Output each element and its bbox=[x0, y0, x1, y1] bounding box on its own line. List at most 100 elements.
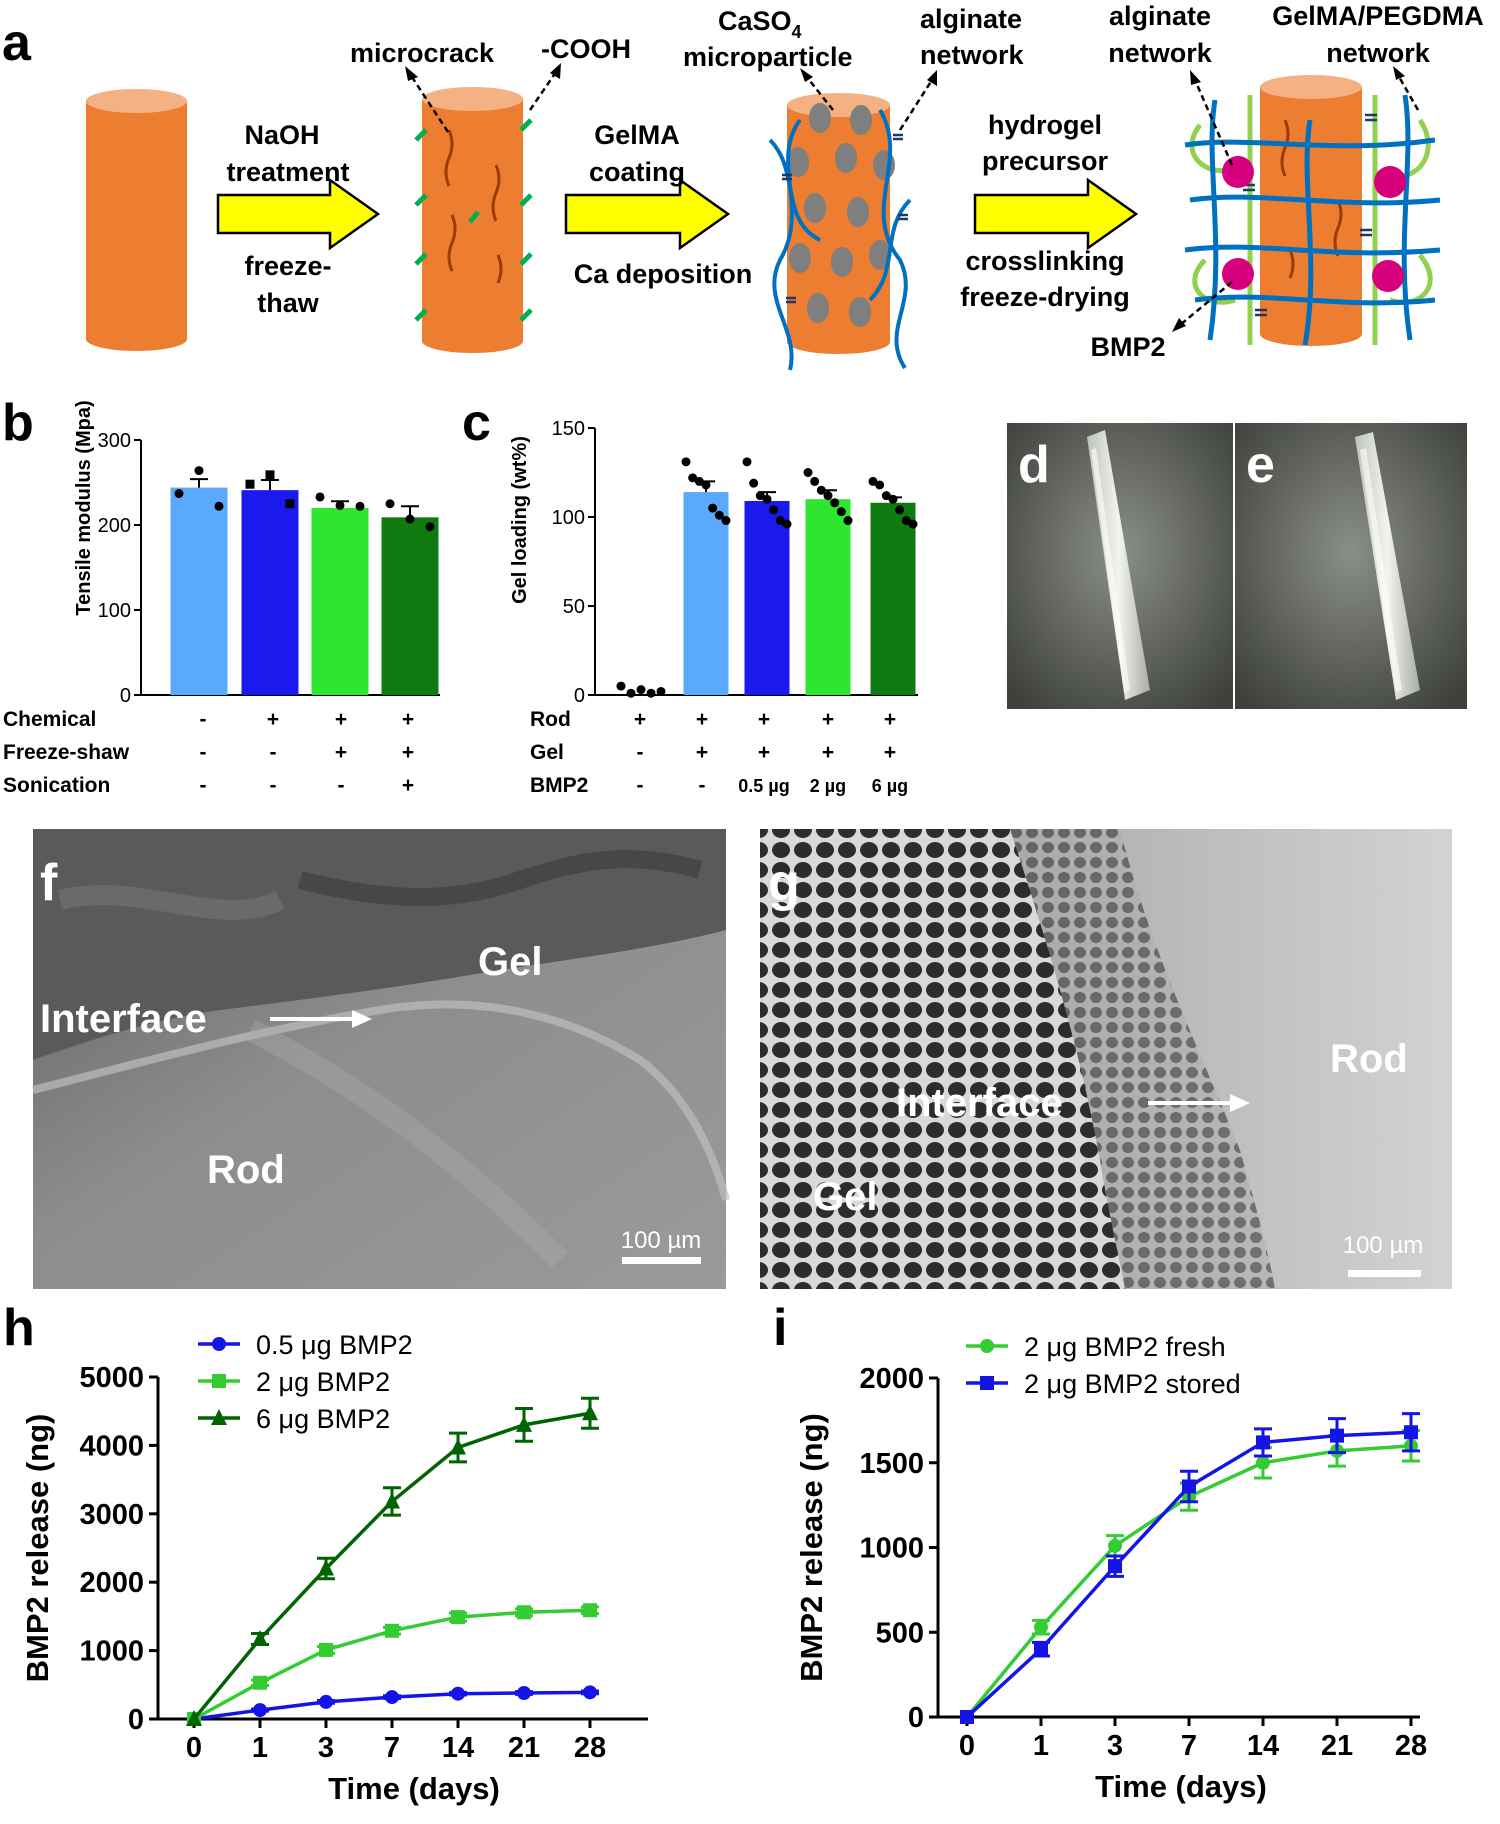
data-point bbox=[451, 1686, 465, 1701]
y-axis-label: BMP2 release (ng) bbox=[20, 1414, 55, 1683]
alginate-label-2-line2: network bbox=[1108, 38, 1213, 68]
panel-letter-g: g bbox=[768, 854, 800, 912]
x-tick-label: 1 bbox=[1033, 1730, 1049, 1762]
scale-bar-g bbox=[1348, 1270, 1421, 1277]
data-point bbox=[1256, 1455, 1270, 1470]
sign-b-0-2: + bbox=[335, 708, 347, 731]
data-point bbox=[385, 1623, 399, 1638]
alginate-label-2-line1: alginate bbox=[1109, 1, 1211, 31]
alginate-label-1-line1: alginate bbox=[920, 4, 1022, 34]
microcrack-label: microcrack bbox=[350, 38, 495, 68]
treated-rod bbox=[405, 63, 561, 353]
bar bbox=[381, 517, 439, 695]
data-point bbox=[823, 491, 833, 501]
y-tick-label: 100 bbox=[552, 507, 585, 529]
step3-top-line1: hydrogel bbox=[988, 110, 1102, 140]
data-point bbox=[1108, 1559, 1122, 1574]
step2-top-line2: coating bbox=[589, 157, 685, 187]
step3-bottom-line1: crosslinking bbox=[965, 246, 1124, 276]
data-point bbox=[516, 1415, 532, 1432]
data-point bbox=[517, 1605, 531, 1620]
data-point bbox=[285, 499, 295, 509]
legend-label: 2 μg BMP2 fresh bbox=[1024, 1332, 1226, 1362]
y-tick-label: 500 bbox=[876, 1617, 924, 1649]
data-point bbox=[803, 468, 813, 477]
y-tick-label: 0 bbox=[120, 685, 131, 707]
data-point bbox=[253, 1703, 267, 1718]
y-tick-label: 5000 bbox=[79, 1362, 144, 1394]
data-point bbox=[714, 510, 724, 520]
data-point bbox=[385, 1690, 399, 1705]
sign-b-1-0: - bbox=[200, 741, 207, 764]
x-tick-label: 7 bbox=[1181, 1730, 1197, 1762]
data-point bbox=[901, 516, 911, 526]
y-tick-label: 0 bbox=[908, 1702, 924, 1734]
legend-label: 0.5 μg BMP2 bbox=[256, 1330, 413, 1360]
step1-bottom-line1: freeze- bbox=[244, 251, 331, 281]
data-point bbox=[708, 503, 718, 513]
x-axis-label: Time (days) bbox=[1095, 1769, 1267, 1804]
sign-c-2-0: - bbox=[637, 774, 644, 797]
panel-letter-f: f bbox=[40, 854, 58, 912]
sign-b-0-0: - bbox=[200, 708, 207, 731]
y-tick-label: 0 bbox=[128, 1704, 144, 1736]
x-tick-label: 14 bbox=[1247, 1730, 1279, 1762]
data-point bbox=[656, 686, 666, 696]
gel-label-f: Gel bbox=[478, 940, 542, 984]
bar-chart-c: c Gel loading (wt%) 0 50 100 150 Rod Gel BM… bbox=[462, 394, 918, 797]
legend-label: 2 μg BMP2 bbox=[256, 1367, 390, 1397]
sign-b-1-2: + bbox=[335, 741, 347, 764]
ylabel-b: Tensile modulus (Mpa) bbox=[73, 400, 95, 615]
legend-label: 2 μg BMP2 stored bbox=[1024, 1369, 1241, 1399]
row-label-freeze-shaw: Freeze-shaw bbox=[3, 741, 130, 764]
x-tick-label: 3 bbox=[318, 1732, 334, 1764]
bar bbox=[241, 490, 299, 695]
step1-bottom-line2: thaw bbox=[257, 288, 320, 318]
data-point bbox=[583, 1685, 597, 1700]
data-point bbox=[836, 507, 846, 517]
sign-c-0-1: + bbox=[696, 708, 708, 731]
scale-label-f: 100 µm bbox=[621, 1227, 702, 1254]
data-point bbox=[245, 479, 255, 489]
bar bbox=[170, 487, 228, 695]
row-label-chemical: Chemical bbox=[3, 708, 96, 731]
data-point bbox=[265, 470, 275, 480]
series-line bbox=[192, 1411, 591, 1721]
row-label-rod: Rod bbox=[530, 708, 571, 731]
data-point bbox=[1034, 1642, 1048, 1657]
interface-label-g: Interface bbox=[896, 1081, 1063, 1125]
y-axis-label: BMP2 release (ng) bbox=[794, 1413, 829, 1682]
bar bbox=[870, 502, 916, 695]
data-point bbox=[315, 492, 325, 502]
sign-c-2-2: 0.5 µg bbox=[738, 776, 789, 796]
y-tick-label: 100 bbox=[98, 600, 131, 622]
y-tick-label: 50 bbox=[563, 596, 585, 618]
sign-c-1-2: + bbox=[758, 741, 770, 764]
line-chart-i: i 0 500 1000 1500 2000 0 1 3 7 14 21 28 Time (days) B… bbox=[773, 1299, 1427, 1804]
coated-rod bbox=[768, 68, 937, 371]
sem-panel-f: f Gel Interface Rod 100 µm bbox=[32, 829, 730, 1289]
panel-letter-i: i bbox=[773, 1299, 787, 1357]
photo-panel-d: d bbox=[1007, 423, 1233, 709]
bmp2-label: BMP2 bbox=[1090, 332, 1165, 362]
data-point bbox=[425, 522, 435, 532]
sign-b-0-1: + bbox=[267, 708, 279, 731]
data-point bbox=[769, 505, 779, 515]
data-point bbox=[721, 516, 731, 526]
sign-c-1-1: + bbox=[696, 741, 708, 764]
y-tick-label: 3000 bbox=[79, 1499, 144, 1531]
row-label-bmp2: BMP2 bbox=[530, 774, 588, 797]
x-tick-label: 3 bbox=[1107, 1730, 1123, 1762]
data-point bbox=[1182, 1479, 1196, 1494]
data-point bbox=[1404, 1425, 1418, 1440]
sign-b-1-1: - bbox=[270, 741, 277, 764]
step3-bottom-line2: freeze-drying bbox=[960, 282, 1130, 312]
data-point bbox=[451, 1610, 465, 1625]
data-point bbox=[335, 500, 345, 510]
panel-letter-b: b bbox=[2, 394, 34, 452]
gel-label-g: Gel bbox=[813, 1175, 877, 1219]
data-point bbox=[688, 473, 698, 483]
data-point bbox=[816, 485, 826, 495]
bar-chart-b: b Tensile modulus (Mpa) 0 100 200 300 Chemi… bbox=[2, 394, 440, 797]
data-point bbox=[319, 1694, 333, 1709]
